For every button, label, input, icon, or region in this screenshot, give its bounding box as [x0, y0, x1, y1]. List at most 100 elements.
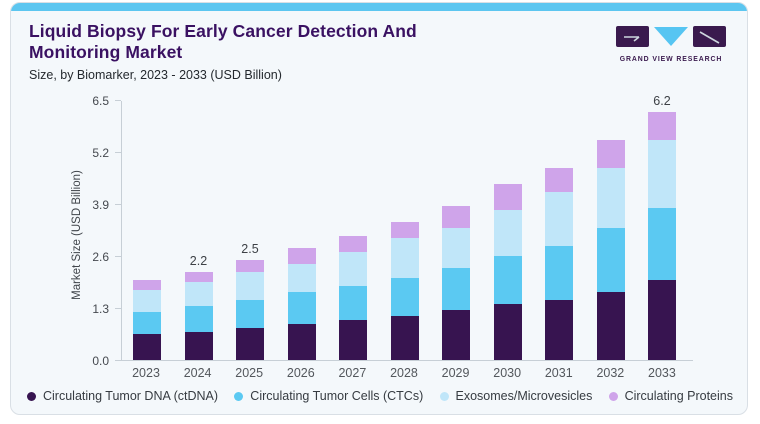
page-subtitle: Size, by Biomarker, 2023 - 2033 (USD Bil… [29, 68, 282, 82]
x-tick-label: 2025 [235, 366, 264, 380]
x-tick-label: 2023 [132, 366, 160, 380]
legend-item: Circulating Tumor Cells (CTCs) [234, 389, 423, 403]
bar-2033: 6.2 [648, 94, 676, 360]
y-tick-label: 1.3 [92, 302, 109, 316]
bar-segment [184, 332, 213, 360]
y-tick-mark [115, 308, 121, 309]
bar-segment [390, 238, 419, 278]
bar-segment [648, 208, 676, 280]
x-tick-label: 2033 [648, 366, 676, 380]
page-title: Liquid Biopsy For Early Cancer Detection… [29, 21, 417, 62]
bar-segment [648, 112, 676, 140]
bar-segment [184, 306, 213, 332]
y-tick-mark [115, 152, 121, 153]
x-tick-label: 2031 [544, 366, 573, 380]
gvr-logo-text: GRAND VIEW RESEARCH [619, 56, 723, 63]
bar-value-label: 2.5 [241, 242, 259, 256]
bar-segment [133, 280, 161, 290]
bar-segment [596, 140, 625, 168]
x-tick-label: 2024 [183, 366, 212, 380]
bar-segment [545, 300, 573, 360]
bar-segment [236, 260, 264, 272]
legend-dot-icon [234, 391, 244, 401]
bar-segment [287, 248, 316, 264]
bar-segment [339, 320, 367, 360]
bar-segment [133, 312, 161, 334]
bar-segment [236, 300, 264, 328]
bar-segment [442, 310, 470, 360]
y-tick-label: 0.0 [92, 354, 109, 368]
bar-segment [648, 280, 676, 360]
bar-segment [545, 246, 573, 300]
title-block: Liquid Biopsy For Early Cancer Detection… [29, 21, 474, 82]
bar-segment [184, 282, 213, 306]
legend-label: Circulating Tumor DNA (ctDNA) [43, 389, 219, 403]
y-tick-mark [115, 256, 121, 257]
bar-value-label: 2.2 [189, 254, 208, 268]
chart-legend: Circulating Tumor DNA (ctDNA) Circulating… [27, 389, 733, 403]
bar-segment [596, 292, 625, 360]
y-tick-label: 6.5 [92, 94, 109, 108]
x-tick-label: 2030 [493, 366, 522, 380]
bar-segment [442, 228, 470, 268]
bar-segment [184, 272, 213, 282]
legend-dot-icon [27, 391, 36, 401]
bar-segment [133, 290, 161, 312]
x-tick-label: 2027 [338, 366, 367, 380]
y-tick-label: 2.6 [92, 250, 109, 264]
card-top-accent-strip [11, 3, 747, 11]
bar-segment [493, 210, 522, 256]
bar-segment [287, 264, 316, 292]
bar-segment [442, 268, 470, 310]
bar-2029 [442, 206, 470, 360]
legend-item: Circulating Proteins [608, 389, 733, 403]
bar-segment [545, 192, 573, 246]
legend-item: Exosomes/Microvesicles [439, 389, 593, 403]
bar-segment [442, 206, 470, 228]
bar-2032 [596, 140, 625, 360]
bar-segment [493, 304, 522, 360]
bar-segment [236, 328, 264, 360]
x-tick-label: 2026 [286, 366, 315, 380]
legend-label: Circulating Tumor Cells (CTCs) [250, 389, 424, 403]
bar-segment [390, 278, 419, 316]
legend-label: Exosomes/Microvesicles [455, 389, 593, 403]
bar-segment [493, 184, 522, 210]
y-tick-mark [115, 360, 121, 361]
bar-2027 [339, 236, 367, 360]
bar-segment [545, 168, 573, 192]
bar-segment [648, 140, 676, 208]
x-tick-label: 2028 [390, 366, 418, 380]
legend-dot-icon [608, 391, 618, 401]
bar-segment [493, 256, 522, 304]
bar-2028 [390, 222, 419, 360]
bar-2030 [493, 184, 522, 360]
bar-value-label: 6.2 [653, 94, 671, 108]
y-axis: 0.0 1.3 2.6 3.9 5.2 6.5 [69, 94, 121, 368]
bar-2024: 2.2 [184, 254, 213, 360]
legend-label: Circulating Proteins [624, 389, 733, 403]
bar-segment [339, 252, 367, 286]
x-tick-label: 2032 [596, 366, 625, 380]
bar-segment [287, 292, 316, 324]
bar-segment [390, 316, 419, 360]
y-tick-mark [115, 204, 121, 205]
bar-2026 [287, 248, 316, 360]
bar-segment [287, 324, 316, 360]
gvr-logo-icon [616, 26, 726, 47]
bar-segment [339, 236, 367, 252]
x-axis: 2023 2024 2025 2026 2027 2028 2029 2030 2031 2032… [121, 366, 693, 380]
bar-2025: 2.5 [236, 242, 264, 360]
x-tick-label: 2029 [441, 366, 470, 380]
y-tick-label: 5.2 [92, 146, 109, 160]
bar-segment [133, 334, 161, 360]
bar-segment [596, 168, 625, 228]
bar-segment [390, 222, 419, 238]
bar-segment [339, 286, 367, 320]
legend-item: Circulating Tumor DNA (ctDNA) [27, 389, 218, 403]
y-tick-label: 3.9 [92, 198, 109, 212]
plot-area: 2.2 2.5 6.2 [121, 94, 693, 361]
y-tick-mark [115, 100, 121, 101]
bar-2031 [545, 168, 573, 360]
chart-header: Liquid Biopsy For Early Cancer Detection… [11, 11, 747, 82]
